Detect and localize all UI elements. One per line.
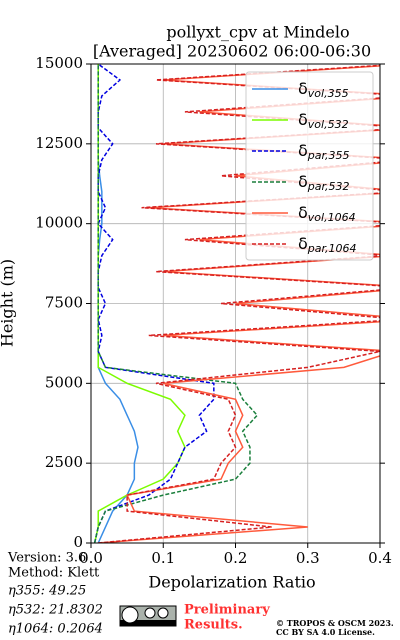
x-tick-label: 0.0 [79, 549, 103, 567]
profile-line [93, 64, 215, 543]
chart-title: pollyxt_cpv at Mindelo [166, 23, 349, 42]
x-tick-label: 0.3 [296, 549, 320, 567]
y-tick-label: 2500 [45, 453, 83, 471]
copyright: CC BY SA 4.0 License. [276, 627, 375, 637]
note: Version: 3.6 [7, 551, 86, 566]
cc-badge [119, 605, 177, 627]
note: η532: 21.8302 [8, 603, 103, 618]
profile-line [98, 64, 380, 543]
legend-label: δpar,1064 [298, 234, 357, 256]
y-tick-label: 7500 [45, 294, 83, 312]
legend-label: δpar,355 [298, 141, 350, 163]
badge-text: Preliminary [184, 603, 270, 618]
plot-area [91, 64, 380, 543]
badge-text: Results. [184, 618, 243, 633]
note: Method: Klett [8, 566, 100, 581]
legend-label: δvol,532 [298, 110, 349, 132]
x-axis-label: Depolarization Ratio [148, 573, 315, 592]
legend-label: δvol,1064 [298, 203, 356, 225]
y-tick-label: 12500 [35, 134, 83, 152]
copyright: © TROPOS & OSCM 2023. [276, 618, 394, 628]
x-tick-label: 0.4 [368, 549, 392, 567]
y-tick-label: 10000 [35, 214, 83, 232]
y-tick-label: 5000 [45, 373, 83, 391]
note: η1064: 0.2064 [8, 622, 103, 637]
y-tick-label: 15000 [35, 54, 83, 72]
note: η355: 49.25 [8, 584, 86, 599]
legend-box [245, 71, 374, 261]
legend-label: δvol,355 [298, 79, 349, 101]
legend-label: δpar,532 [298, 172, 350, 194]
chart-subtitle: [Averaged] 20230602 06:00-06:30 [93, 42, 371, 61]
profile-line [93, 64, 259, 543]
y-tick-label: 0 [73, 533, 83, 551]
y-axis-label: Height (m) [0, 259, 17, 347]
x-tick-label: 0.1 [151, 549, 175, 567]
x-tick-label: 0.2 [224, 549, 248, 567]
